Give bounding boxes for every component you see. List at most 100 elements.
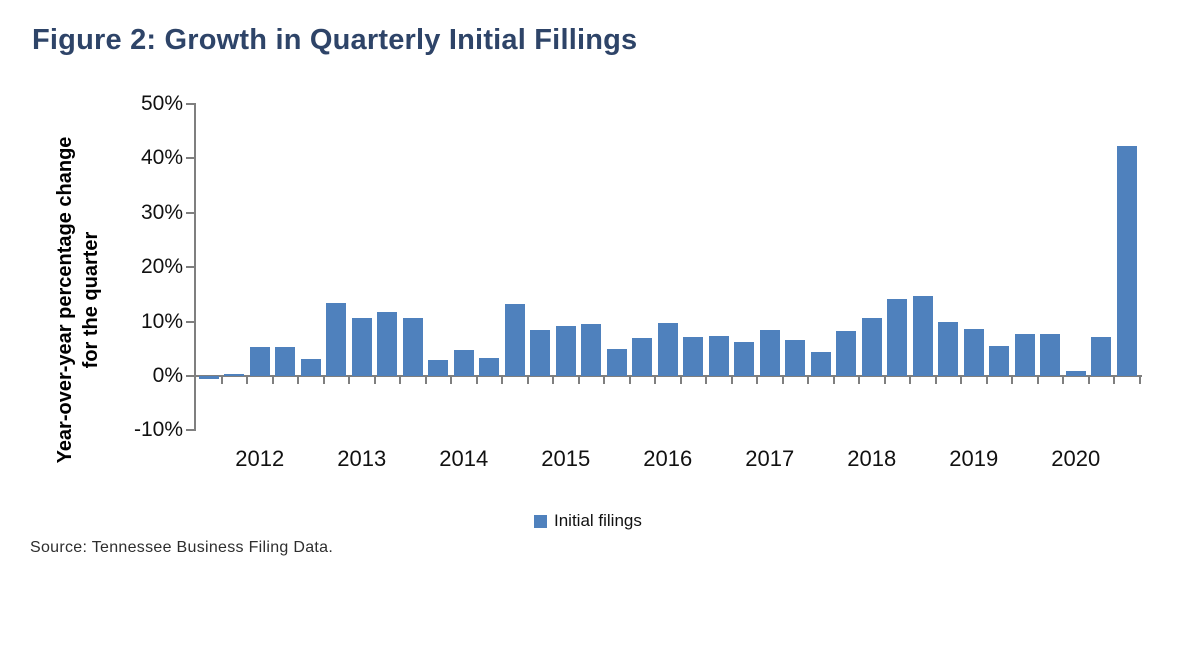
y-axis-tick-label: 0%: [152, 364, 183, 387]
bar-2019-q2: [963, 329, 984, 376]
bar-2017-q3: [785, 340, 806, 376]
y-axis-line: [194, 103, 196, 432]
x-axis-tick: [934, 377, 937, 384]
x-axis-year-label: 2013: [337, 446, 387, 471]
x-axis-tick: [271, 377, 274, 384]
bar-2015-q2: [555, 325, 576, 376]
bar-2012-q3: [275, 346, 296, 376]
x-axis-tick: [526, 377, 529, 384]
x-axis-tick: [1087, 377, 1090, 384]
x-axis-tick: [679, 377, 682, 384]
bar-2018-q4: [912, 296, 933, 376]
bar-2016-q2: [657, 323, 678, 376]
x-axis-tick: [1113, 377, 1115, 384]
legend-label: Initial filings: [554, 511, 642, 530]
bar-2019-q3: [989, 346, 1010, 376]
x-axis-tick: [399, 377, 401, 384]
x-axis-tick: [246, 377, 248, 384]
x-axis-tick: [552, 377, 554, 384]
y-axis-tick: [186, 103, 194, 105]
x-axis-tick: [424, 377, 427, 384]
bar-2015-q4: [606, 349, 627, 376]
x-axis-tick: [501, 377, 503, 384]
bar-2014-q3: [479, 357, 500, 376]
legend: Initial filings: [534, 511, 642, 531]
x-axis-tick: [832, 377, 835, 384]
bar-2011-q4: [198, 376, 219, 380]
x-axis-year-label: 2018: [847, 446, 897, 471]
x-axis-year-label: 2012: [235, 446, 285, 471]
x-axis-tick: [1138, 377, 1141, 384]
x-axis-tick: [628, 377, 631, 384]
y-axis-tick: [186, 266, 194, 269]
bar-2013-q3: [377, 311, 398, 376]
x-axis-year-label: 2020: [1051, 446, 1101, 471]
bar-2013-q4: [402, 317, 423, 376]
bar-2018-q2: [861, 318, 882, 376]
bar-2020-q2: [1065, 371, 1086, 376]
x-axis-tick: [1062, 377, 1064, 384]
bar-2012-q2: [249, 346, 270, 376]
bar-2016-q4: [708, 336, 729, 376]
x-axis-tick: [1036, 377, 1039, 384]
x-axis-year-label: 2017: [745, 446, 795, 471]
x-axis-tick: [348, 377, 350, 384]
legend-color-swatch: [534, 514, 547, 528]
y-axis-tick-label: 30%: [140, 200, 183, 224]
x-axis-tick: [781, 377, 784, 384]
y-axis-tick: [186, 320, 194, 323]
source-note: Source: Tennessee Business Filing Data.: [30, 539, 334, 556]
bar-2014-q2: [453, 350, 474, 376]
x-axis-tick: [909, 377, 911, 384]
bar-2018-q1: [836, 331, 857, 376]
y-axis-tick: [186, 157, 194, 160]
bar-2013-q2: [351, 318, 372, 376]
x-axis-tick: [883, 377, 886, 384]
x-axis-year-label: 2016: [643, 446, 693, 471]
y-axis-tick: [186, 429, 194, 432]
y-axis-tick-label: 40%: [140, 146, 183, 170]
x-axis-tick: [450, 377, 452, 384]
y-axis-tick-label: -10%: [133, 418, 183, 442]
bar-2020-q1: [1040, 334, 1061, 376]
bar-2019-q1: [938, 321, 959, 376]
x-axis-year-label: 2014: [439, 446, 489, 471]
bar-2020-q4: [1116, 146, 1137, 376]
y-axis-tick: [186, 375, 194, 377]
bar-2014-q1: [428, 360, 449, 376]
bar-2012-q1: [224, 374, 245, 376]
bar-2019-q4: [1014, 333, 1035, 376]
x-axis-tick: [603, 377, 605, 384]
x-axis-tick: [475, 377, 478, 384]
x-axis-tick: [373, 377, 376, 384]
x-axis-tick: [985, 377, 988, 384]
bar-2013-q1: [326, 303, 347, 376]
x-axis-tick: [807, 377, 809, 384]
y-axis-tick: [186, 211, 194, 214]
x-axis-tick: [705, 377, 707, 384]
bar-2016-q3: [683, 337, 704, 376]
bar-2012-q4: [300, 358, 321, 376]
y-axis-tick-label: 50%: [140, 92, 183, 115]
bar-2020-q3: [1091, 337, 1112, 376]
x-axis-tick: [577, 377, 580, 384]
x-axis-tick: [1011, 377, 1013, 384]
bar-2014-q4: [504, 304, 525, 376]
figure-title: Figure 2: Growth in Quarterly Initial Fi…: [32, 24, 638, 56]
bar-2017-q2: [759, 329, 780, 376]
x-axis-year-label: 2015: [541, 446, 591, 471]
y-axis-tick-label: 20%: [140, 255, 183, 279]
x-axis-tick: [322, 377, 325, 384]
y-axis-tick-label: 10%: [140, 309, 183, 333]
bar-2015-q1: [530, 329, 551, 376]
bar-2016-q1: [632, 337, 653, 376]
x-axis-tick: [730, 377, 733, 384]
x-axis-tick: [220, 377, 223, 384]
bar-2018-q3: [887, 298, 908, 376]
x-axis-line: [194, 375, 1142, 377]
x-axis-tick: [960, 377, 962, 384]
bar-2017-q1: [734, 342, 755, 376]
bar-2017-q4: [810, 352, 831, 376]
